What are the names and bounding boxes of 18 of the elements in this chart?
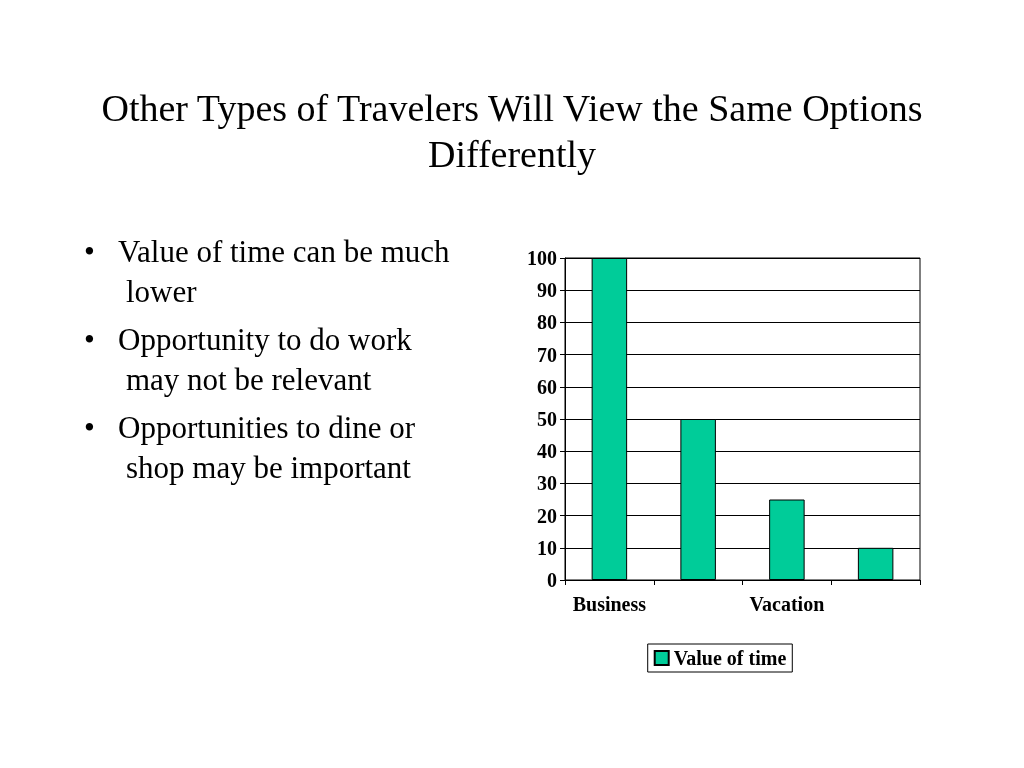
y-tick-label: 40	[537, 440, 557, 463]
y-tick-label: 100	[527, 247, 557, 269]
y-tick-label: 80	[537, 311, 557, 334]
text: • Opportunities to dine or shop may be important	[84, 409, 417, 487]
y-tick-label: 70	[537, 343, 557, 366]
y-tick-label: 20	[537, 504, 557, 527]
y-tick-label: 0	[547, 569, 557, 591]
y-tick-label: 30	[537, 472, 557, 495]
text: • Opportunity to do work may not be relevant	[84, 321, 413, 399]
text: • Value of time can be much lower	[84, 233, 451, 311]
x-tick-label: Vacation	[749, 593, 825, 615]
chart-title: Other Types of Travelers Will View the Same Options Differently	[100, 86, 924, 177]
y-tick-label: 10	[537, 536, 557, 559]
y-tick-label: 60	[537, 375, 557, 398]
legend-label: Value of time	[673, 647, 787, 669]
x-tick-label: Business	[572, 593, 647, 615]
y-tick-label: 50	[537, 408, 557, 430]
y-tick-label: 90	[537, 279, 557, 302]
